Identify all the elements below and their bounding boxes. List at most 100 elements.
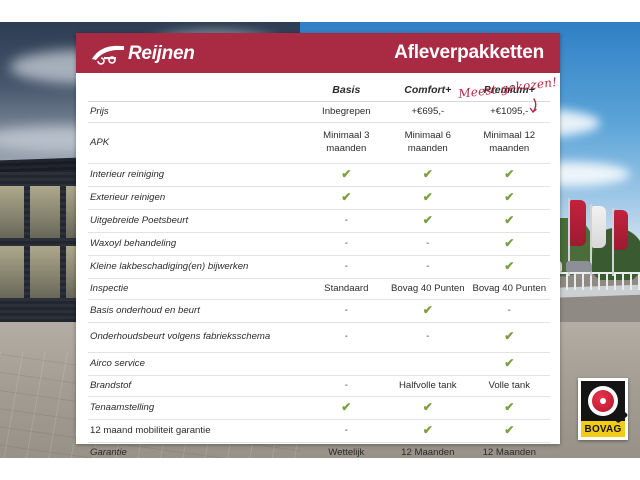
letterbox-top <box>0 0 640 22</box>
cell-premium: ✔ <box>469 255 550 278</box>
comparison-table-wrap: Basis Comfort+ Premium+ Prijs Inbegrepen +… <box>76 73 560 463</box>
row-label: Tenaamstelling <box>90 402 155 414</box>
cell-comfort: Minimaal 6 maanden <box>404 129 451 154</box>
bovag-red-disc <box>592 390 614 412</box>
brand-logo[interactable]: Reijnen <box>90 41 195 65</box>
bovag-badge: BOVAG <box>578 378 629 440</box>
table-row: Garantie Wettelijk 12 Maanden 12 Maanden <box>88 443 550 463</box>
cell-basis <box>306 352 387 375</box>
table-row: Basis onderhoud en beurt - ✔ - <box>88 299 550 323</box>
cell-premium: ✔ <box>469 209 550 232</box>
table-row: 12 maand mobiliteit garantie - ✔ ✔ <box>88 420 550 443</box>
check-icon: ✔ <box>504 235 515 250</box>
row-label: Garantie <box>90 447 127 459</box>
cell-basis: - <box>306 232 387 255</box>
column-header-premium: Premium+ <box>468 79 550 102</box>
row-label: Brandstof <box>90 379 132 391</box>
check-icon: ✔ <box>504 189 515 204</box>
dash-marker: - <box>426 260 430 272</box>
cell-premium: ✔ <box>469 420 550 443</box>
row-label: Waxoyl behandeling <box>90 237 177 249</box>
check-icon: ✔ <box>422 423 433 438</box>
cell-premium: 12 Maanden <box>482 447 536 459</box>
cell-premium: ✔ <box>469 232 550 255</box>
cell-comfort <box>387 352 468 375</box>
table-row: Exterieur reinigen ✔ ✔ ✔ <box>88 186 550 210</box>
table-row: Prijs Inbegrepen +€695,- +€1095,- <box>88 102 550 123</box>
dash-marker: - <box>344 424 348 436</box>
cell-basis: Wettelijk <box>328 447 365 459</box>
dash-marker: - <box>344 331 348 343</box>
check-icon: ✔ <box>422 189 433 204</box>
dash-marker: - <box>344 260 348 272</box>
cell-premium: ✔ <box>469 352 550 375</box>
cell-premium: ✔ <box>469 322 550 352</box>
table-row: Interieur reiniging ✔ ✔ ✔ <box>88 163 550 187</box>
cell-basis: - <box>306 322 387 352</box>
column-header-basis: Basis <box>305 79 388 102</box>
table-row: APK Minimaal 3 maanden Minimaal 6 maanden M… <box>88 122 550 164</box>
bovag-ring <box>588 386 618 416</box>
cell-basis: Inbegrepen <box>322 106 371 117</box>
table-row: Waxoyl behandeling - - ✔ <box>88 232 550 256</box>
car-swoosh-icon <box>92 45 124 65</box>
cell-comfort: ✔ <box>387 299 468 322</box>
dash-marker: - <box>344 237 348 249</box>
check-icon: ✔ <box>504 328 515 343</box>
row-label: Inspectie <box>90 282 129 294</box>
check-icon: ✔ <box>504 258 515 273</box>
cell-premium: Bovag 40 Punten <box>472 282 547 294</box>
check-icon: ✔ <box>422 166 433 181</box>
check-icon: ✔ <box>341 189 352 204</box>
dash-marker: - <box>344 379 348 391</box>
cell-premium: +€1095,- <box>490 106 529 117</box>
cell-comfort: - <box>387 232 468 255</box>
check-icon: ✔ <box>504 423 515 438</box>
table-row: Onderhoudsbeurt volgens fabrieksschema - -… <box>88 322 550 353</box>
check-icon: ✔ <box>422 302 433 317</box>
cell-comfort: +€695,- <box>411 106 445 117</box>
cell-basis: Standaard <box>324 282 369 294</box>
table-row: Inspectie Standaard Bovag 40 Punten Bovag 4… <box>88 278 550 300</box>
cell-comfort: Bovag 40 Punten <box>390 282 465 294</box>
table-row: Tenaamstelling ✔ ✔ ✔ <box>88 397 550 420</box>
dash-marker: - <box>426 331 430 343</box>
check-icon: ✔ <box>504 355 515 370</box>
dash-marker: - <box>344 304 348 316</box>
check-icon: ✔ <box>422 400 433 415</box>
check-icon: ✔ <box>504 212 515 227</box>
row-label: APK <box>90 136 110 148</box>
cell-basis: - <box>306 375 387 397</box>
building-facade <box>0 172 110 347</box>
cell-basis: ✔ <box>306 397 387 420</box>
check-icon: ✔ <box>422 212 433 227</box>
cell-comfort: ✔ <box>387 397 468 420</box>
bovag-emblem <box>581 381 629 424</box>
row-label: Exterieur reinigen <box>90 191 166 203</box>
table-head: Basis Comfort+ Premium+ <box>88 79 550 102</box>
row-label: Interieur reiniging <box>90 168 165 180</box>
table-row: Brandstof - Halfvolle tank Volle tank <box>88 375 550 397</box>
cell-comfort: Halfvolle tank <box>398 379 457 391</box>
cell-premium: - <box>469 299 550 322</box>
column-header-label <box>88 79 306 102</box>
bovag-center-dot <box>600 398 606 404</box>
card-header: Reijnen Afleverpakketten <box>76 33 560 73</box>
cell-basis: - <box>306 255 387 278</box>
cell-basis: - <box>306 209 387 232</box>
table-row: Airco service ✔ <box>88 352 550 376</box>
check-icon: ✔ <box>341 166 352 181</box>
row-label: 12 maand mobiliteit garantie <box>90 425 211 437</box>
check-icon: ✔ <box>504 166 515 181</box>
row-label: Uitgebreide Poetsbeurt <box>90 214 189 226</box>
table-row: Kleine lakbeschadiging(en) bijwerken - - ✔ <box>88 255 550 279</box>
cell-basis: - <box>306 299 387 322</box>
row-label: Prijs <box>90 106 109 117</box>
cell-comfort: ✔ <box>387 420 468 443</box>
comparison-table: Basis Comfort+ Premium+ Prijs Inbegrepen +… <box>88 79 550 463</box>
cell-premium: ✔ <box>469 163 550 186</box>
cell-premium: ✔ <box>469 397 550 420</box>
dash-marker: - <box>507 304 511 316</box>
cell-basis: ✔ <box>306 186 387 209</box>
cell-basis: Minimaal 3 maanden <box>323 129 370 154</box>
